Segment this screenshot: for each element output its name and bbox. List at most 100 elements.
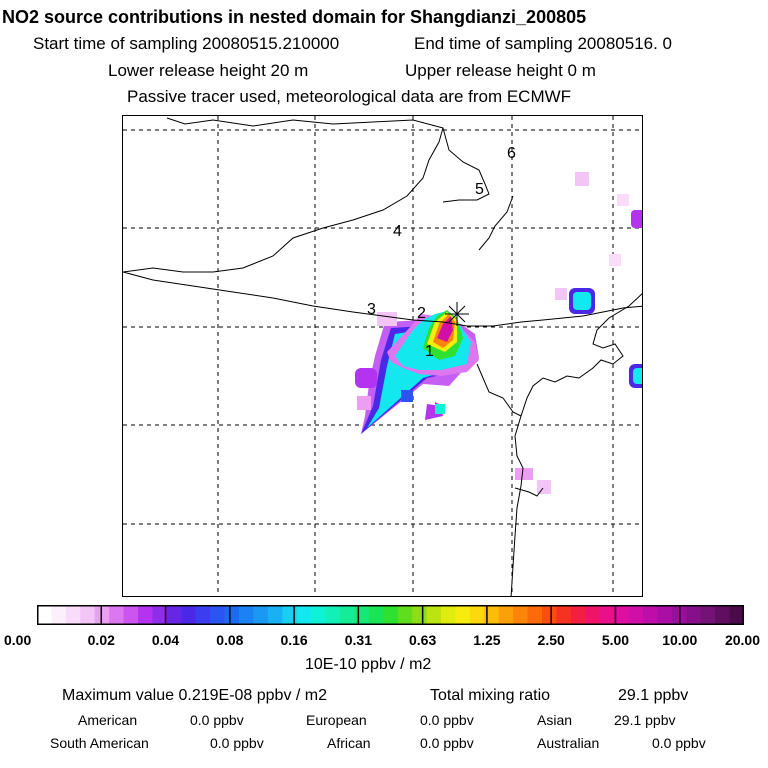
colorbar-swatch	[412, 605, 428, 625]
colorbar-swatch	[441, 605, 457, 625]
colorbar-swatch	[542, 605, 558, 625]
map-panel: 1 2 3 4 5 6	[122, 115, 643, 597]
edge-spot-inner	[633, 368, 642, 384]
small-patch-b	[401, 390, 413, 402]
coastlines	[123, 117, 642, 596]
faint-spot-5	[515, 468, 533, 480]
colorbar-swatch	[628, 605, 644, 625]
colorbar-tick-label: 0.08	[216, 632, 244, 648]
max-value-label: Maximum value 0.219E-08 ppbv / m2	[62, 687, 328, 704]
colorbar-swatch	[138, 605, 154, 625]
islet	[514, 487, 544, 497]
colorbar-swatch	[556, 605, 572, 625]
colorbar-swatch	[527, 605, 543, 625]
colorbar-swatch	[311, 605, 327, 625]
violet-edge-spot	[631, 210, 642, 228]
colorbar-swatch	[282, 605, 298, 625]
colorbar-tick-label: 10.00	[662, 632, 698, 648]
small-patch-c	[435, 404, 445, 414]
colorbar-swatch	[51, 605, 67, 625]
colorbar-swatch	[109, 605, 125, 625]
coast-east	[510, 293, 642, 596]
region-name: South American	[50, 735, 149, 751]
colorbar	[37, 605, 744, 625]
colorbar-swatch	[599, 605, 615, 625]
colorbar-swatch	[715, 605, 731, 625]
colorbar-tick-label: 0.02	[87, 632, 115, 648]
small-patch-a	[355, 368, 377, 388]
colorbar-swatch	[570, 605, 586, 625]
contour-label-3: 3	[367, 301, 376, 318]
colorbar-swatch	[643, 605, 659, 625]
concentration-field	[355, 172, 642, 494]
region-name: Asian	[537, 712, 573, 728]
total-mixing-value: 29.1 ppbv	[618, 687, 689, 704]
colorbar-swatch	[455, 605, 471, 625]
colorbar-swatch	[729, 605, 744, 625]
colorbar-swatch	[166, 605, 182, 625]
colorbar-swatch	[325, 605, 341, 625]
faint-spot-1	[575, 172, 589, 186]
colorbar-tick-label: 0.31	[344, 632, 372, 648]
region-value: 0.0 ppbv	[190, 712, 244, 728]
contour-label-4: 4	[393, 223, 402, 240]
colorbar-swatch	[239, 605, 255, 625]
colorbar-tick-label: 20.00	[724, 632, 760, 648]
colorbar-swatch	[354, 605, 370, 625]
colorbar-swatch	[585, 605, 601, 625]
contour-labels: 1 2 3 4 5 6	[367, 145, 516, 360]
total-mixing-label: Total mixing ratio	[430, 687, 551, 704]
faint-spot-2	[617, 194, 629, 206]
colorbar-border	[37, 605, 744, 625]
end-time-label: End time of sampling 20080516. 0	[414, 34, 673, 53]
region-value: 0.0 ppbv	[210, 735, 264, 751]
lower-release-label: Lower release height 20 m	[108, 61, 309, 80]
colorbar-swatch	[469, 605, 485, 625]
region-name: Australian	[537, 735, 600, 751]
upper-release-label: Upper release height 0 m	[405, 61, 596, 80]
contour-label-5: 5	[475, 181, 484, 198]
colorbar-swatch	[368, 605, 384, 625]
colorbar-tick-label: 5.00	[601, 632, 630, 648]
colorbar-tick-label: 0.63	[409, 632, 437, 648]
colorbar-swatch	[94, 605, 110, 625]
region-value: 29.1 ppbv	[614, 712, 676, 728]
map-svg: 1 2 3 4 5 6	[123, 116, 642, 596]
colorbar-swatch	[498, 605, 514, 625]
colorbar-swatch	[614, 605, 630, 625]
contour-label-1: 1	[425, 343, 434, 360]
colorbar-swatch	[152, 605, 168, 625]
coast-east-curve	[478, 195, 514, 251]
colorbar-swatch	[123, 605, 139, 625]
region-name: American	[78, 712, 138, 728]
faint-spot-8	[357, 396, 371, 410]
faint-spot-3	[555, 288, 567, 300]
colorbar-swatch	[397, 605, 413, 625]
colorbar-tick-label: 1.25	[473, 632, 501, 648]
coast-gulf	[123, 271, 642, 327]
region-value: 0.0 ppbv	[652, 735, 706, 751]
colorbar-swatch	[195, 605, 211, 625]
colorbar-tick-label: 2.50	[537, 632, 565, 648]
cyan-spot-east	[573, 292, 591, 310]
colorbar-swatch	[513, 605, 529, 625]
release-site-marker	[445, 302, 469, 326]
faint-spot-7	[377, 312, 397, 326]
colorbar-swatch	[65, 605, 81, 625]
peninsula	[476, 363, 522, 417]
colorbar-swatch	[296, 605, 312, 625]
region-value: 0.0 ppbv	[420, 735, 474, 751]
colorbar-swatch	[181, 605, 197, 625]
grid-lines	[123, 116, 642, 596]
colorbar-tick-label: 0.16	[280, 632, 308, 648]
colorbar-swatch	[484, 605, 500, 625]
contour-label-6: 6	[507, 145, 516, 162]
start-time-label: Start time of sampling 20080515.210000	[33, 34, 340, 53]
colorbar-swatch	[224, 605, 240, 625]
colorbar-tick-label: 0.00	[4, 632, 32, 648]
colorbar-swatch	[700, 605, 716, 625]
region-value: 0.0 ppbv	[420, 712, 474, 728]
colorbar-swatch	[267, 605, 283, 625]
colorbar-swatch	[340, 605, 356, 625]
colorbar-units: 10E-10 ppbv / m2	[305, 656, 432, 673]
